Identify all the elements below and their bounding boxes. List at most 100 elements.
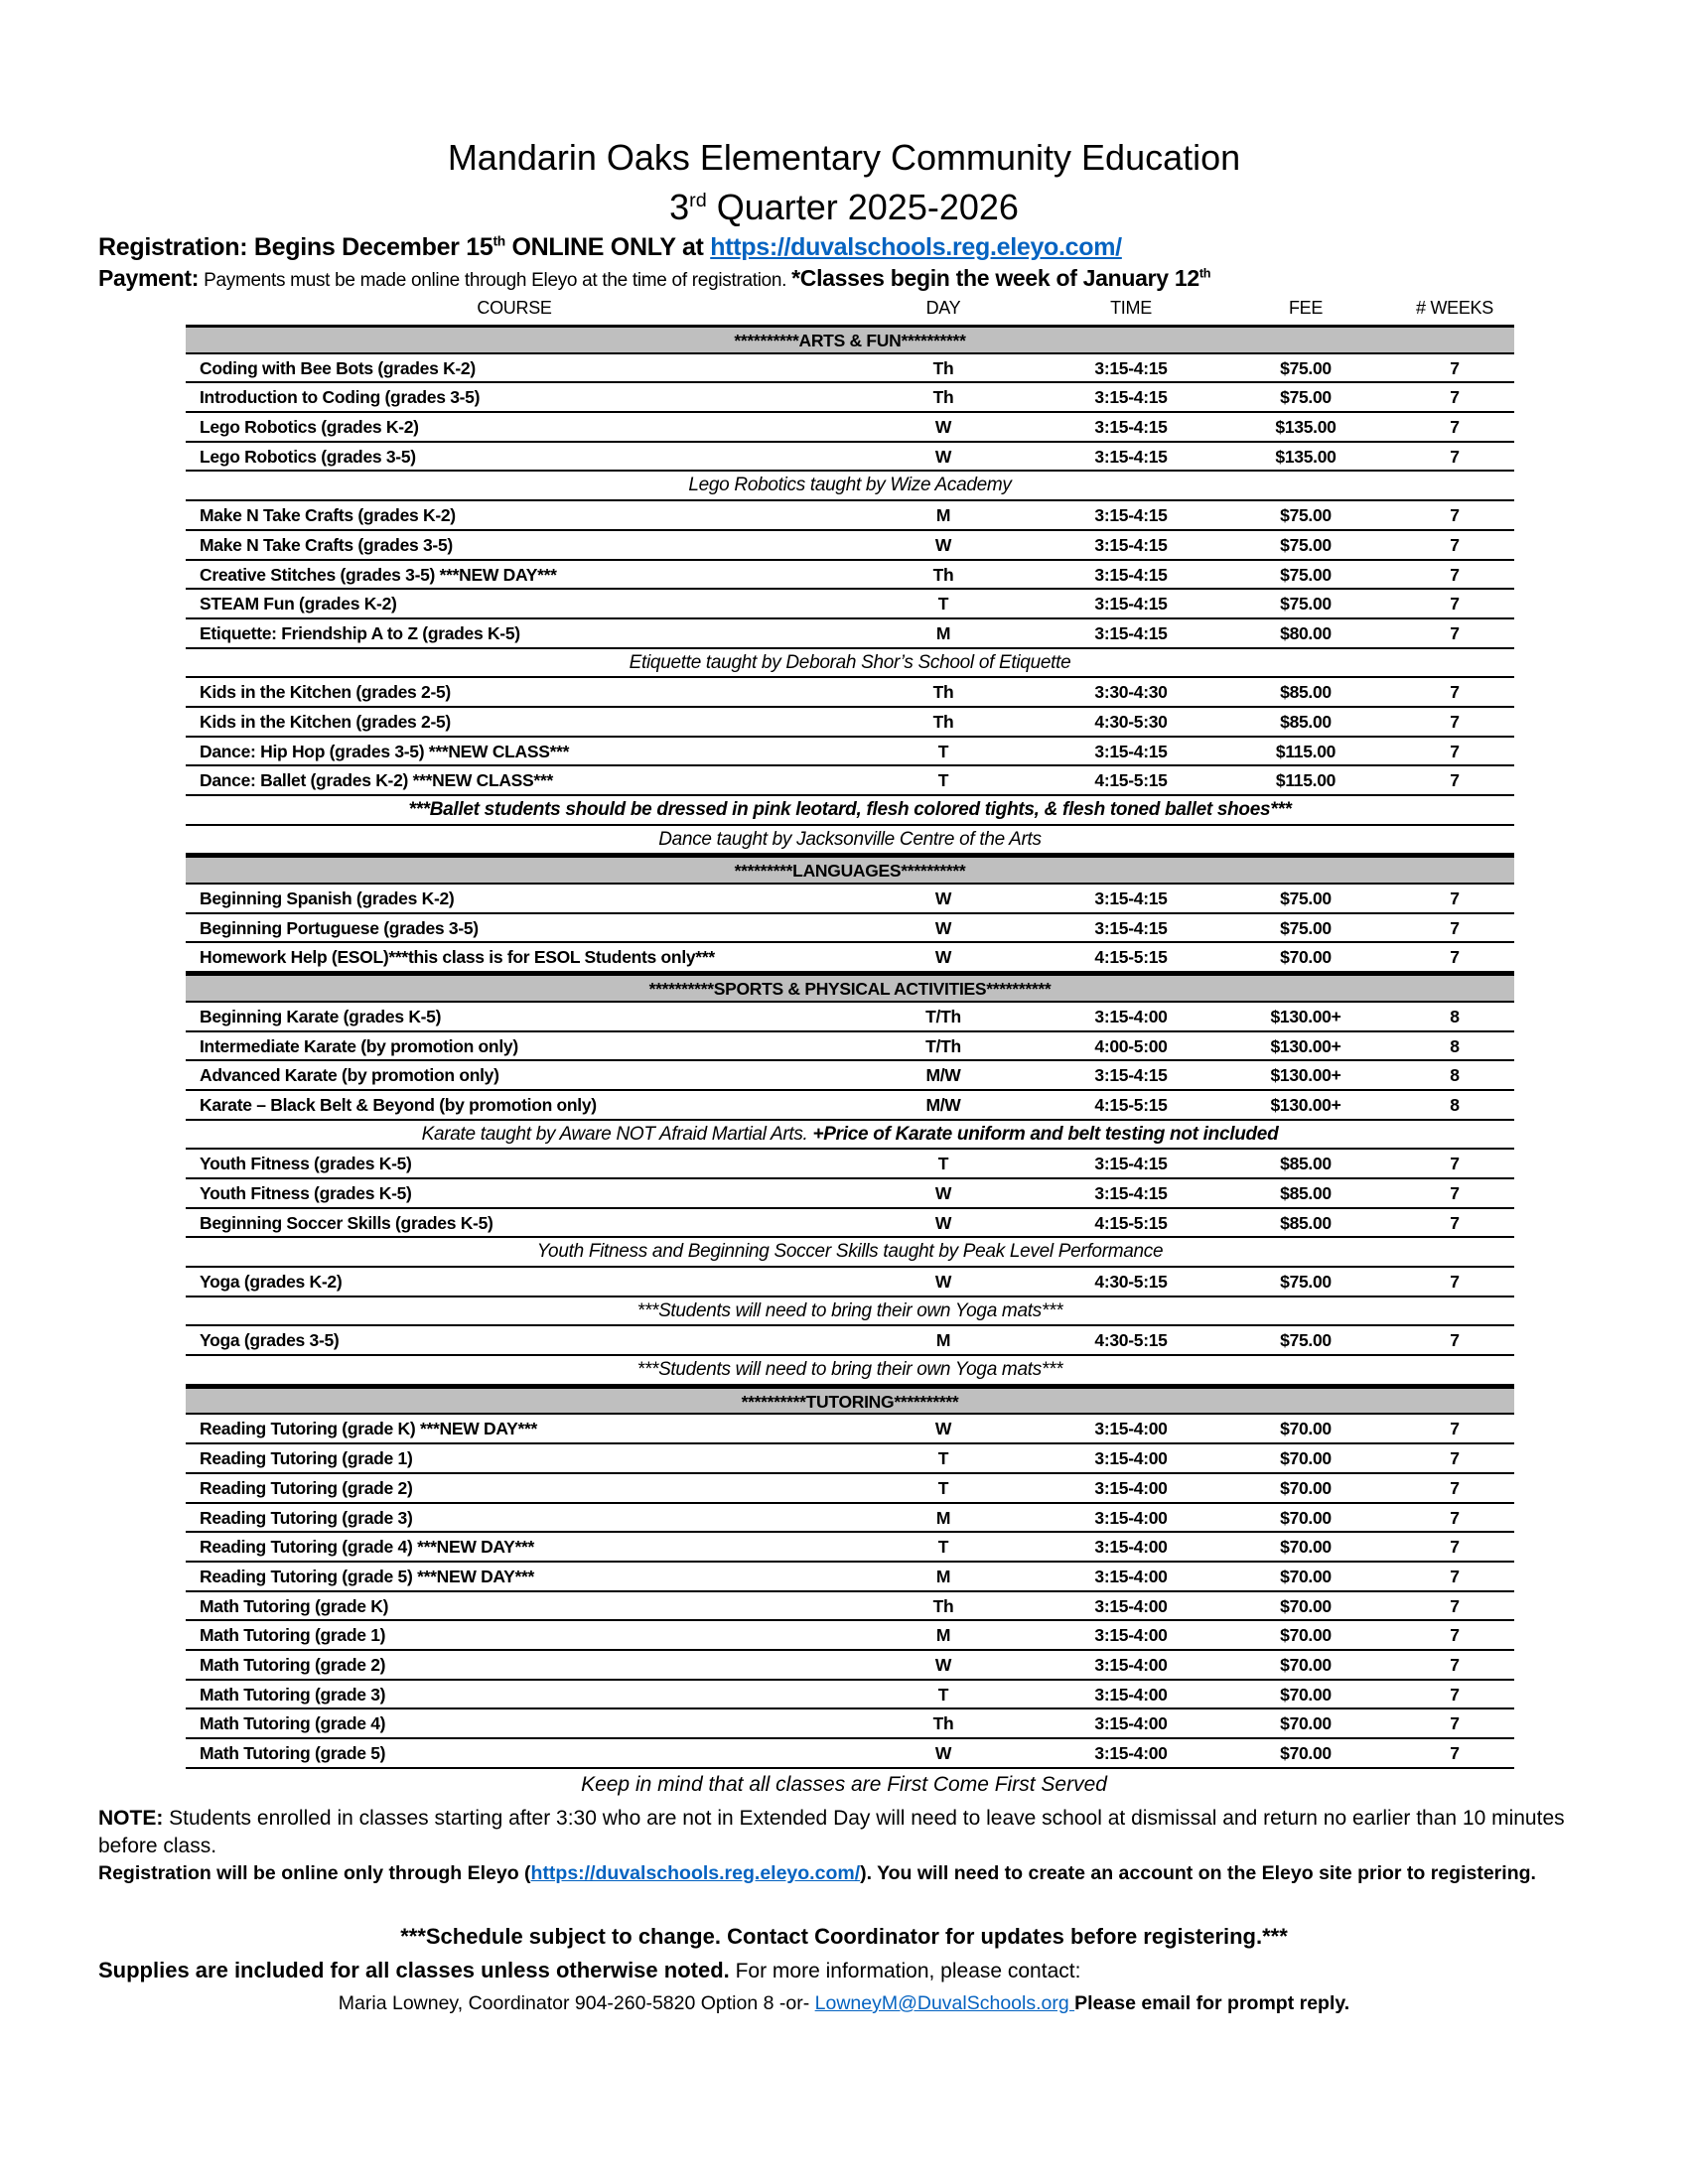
course-day: W [934, 446, 952, 467]
course-weeks: 8 [1450, 1094, 1460, 1115]
course-weeks: 7 [1450, 417, 1460, 438]
table-row: Math Tutoring (grade 1) M 3:15-4:00 $70.00 7 [186, 1621, 1514, 1651]
table-row: Advanced Karate (by promotion only) M/W 3:… [186, 1061, 1514, 1091]
column-header-day: DAY [925, 298, 961, 318]
course-day: W [934, 1654, 952, 1675]
table-row: Math Tutoring (grade 3) T 3:15-4:00 $70.00 7 [186, 1681, 1514, 1710]
course-time: 4:30-5:15 [1094, 1272, 1168, 1292]
course-weeks: 8 [1450, 1006, 1460, 1026]
registration-sup: th [492, 233, 505, 249]
course-time: 4:00-5:00 [1094, 1035, 1168, 1056]
course-day: W [934, 417, 952, 438]
course-fee: $70.00 [1280, 1419, 1332, 1439]
table-row: Introduction to Coding (grades 3-5) Th 3:1… [186, 383, 1514, 414]
course-name: Youth Fitness (grades K-5) [200, 1154, 412, 1174]
course-fee: $70.00 [1280, 1448, 1332, 1469]
course-fee: $115.00 [1275, 741, 1336, 761]
course-fee: $85.00 [1280, 711, 1332, 732]
course-day: Th [932, 1595, 954, 1616]
quarter-title: 3rd Quarter 2025-2026 [0, 187, 1688, 228]
contact-email-link[interactable]: LowneyM@DuvalSchools.org [814, 1992, 1075, 2014]
course-time: 3:15-4:00 [1094, 1743, 1168, 1763]
supplies-bold: Supplies are included for all classes un… [98, 1958, 730, 1982]
column-header-weeks: # WEEKS [1416, 298, 1493, 318]
course-name: Reading Tutoring (grade K) ***NEW DAY*** [200, 1419, 537, 1439]
table-row: Dance: Hip Hop (grades 3-5) ***NEW CLASS… [186, 738, 1514, 767]
table-row: Yoga (grades 3-5) M 4:30-5:15 $75.00 7 [186, 1326, 1514, 1357]
note-text: Students enrolled in classes starting af… [98, 1807, 1565, 1857]
course-fee: $115.00 [1275, 770, 1336, 791]
course-day: Th [932, 564, 954, 585]
course-day: T [937, 1154, 949, 1174]
table-row: Math Tutoring (grade 4) Th 3:15-4:00 $70.00… [186, 1709, 1514, 1739]
course-time: 3:15-4:00 [1094, 1477, 1168, 1498]
table-row: Etiquette: Friendship A to Z (grades K-5… [186, 619, 1514, 649]
registration-line: Registration: Begins December 15th ONLIN… [98, 233, 1122, 262]
quarter-number: 3 [669, 187, 690, 227]
course-weeks: 7 [1450, 888, 1460, 909]
table-row: Beginning Soccer Skills (grades K-5) W 4:1… [186, 1209, 1514, 1239]
course-weeks: 7 [1450, 1272, 1460, 1292]
course-name: Beginning Soccer Skills (grades K-5) [200, 1212, 493, 1233]
course-name: Dance: Hip Hop (grades 3-5) ***NEW CLASS… [200, 741, 570, 761]
course-day: M/W [925, 1094, 961, 1115]
row-text: ***Ballet students should be dressed in … [408, 799, 1292, 820]
course-weeks: 7 [1450, 387, 1460, 408]
course-time: 3:15-4:00 [1094, 1006, 1168, 1026]
course-time: 3:15-4:15 [1094, 417, 1168, 438]
course-day: T [937, 1477, 949, 1498]
course-name: Math Tutoring (grade 3) [200, 1684, 386, 1705]
table-row: Lego Robotics (grades 3-5) W 3:15-4:15 $135… [186, 443, 1514, 473]
course-fee: $75.00 [1280, 594, 1332, 614]
course-day: W [934, 1182, 952, 1203]
course-fee: $85.00 [1280, 1154, 1332, 1174]
classes-begin-sup: th [1198, 266, 1211, 281]
course-name: Beginning Spanish (grades K-2) [200, 888, 455, 909]
registration-link[interactable]: https://duvalschools.reg.eleyo.com/ [710, 233, 1122, 261]
course-fee: $130.00+ [1270, 1065, 1341, 1086]
course-day: M [935, 1625, 951, 1646]
column-header-course: COURSE [477, 298, 552, 318]
course-fee: $85.00 [1280, 682, 1332, 703]
course-name: Beginning Portuguese (grades 3-5) [200, 917, 479, 938]
course-name: Math Tutoring (grade 2) [200, 1654, 386, 1675]
course-fee: $130.00+ [1270, 1094, 1341, 1115]
course-weeks: 7 [1450, 1507, 1460, 1528]
course-name: Math Tutoring (grade K) [200, 1595, 389, 1616]
course-day: Th [932, 387, 954, 408]
course-weeks: 7 [1450, 357, 1460, 378]
course-name: Beginning Karate (grades K-5) [200, 1006, 442, 1026]
table-row: Reading Tutoring (grade 4) ***NEW DAY***… [186, 1533, 1514, 1563]
column-header-fee: FEE [1288, 298, 1324, 318]
course-time: 3:15-4:15 [1094, 505, 1168, 526]
course-time: 4:15-5:15 [1094, 1212, 1168, 1233]
row-text: ***Students will need to bring their own… [636, 1359, 1063, 1381]
contact-text: Maria Lowney, Coordinator 904-260-5820 O… [338, 1992, 815, 2014]
payment-line: Payment: Payments must be made online th… [98, 265, 1211, 292]
course-fee: $75.00 [1280, 357, 1332, 378]
course-day: Th [932, 1713, 954, 1734]
row-text: Lego Robotics taught by Wize Academy [688, 475, 1012, 496]
course-weeks: 7 [1450, 505, 1460, 526]
course-time: 3:15-4:00 [1094, 1654, 1168, 1675]
course-fee: $85.00 [1280, 1212, 1332, 1233]
course-weeks: 7 [1450, 594, 1460, 614]
row-text: ***Students will need to bring their own… [636, 1299, 1063, 1321]
course-time: 3:15-4:15 [1094, 622, 1168, 643]
quarter-suffix: rd [689, 190, 707, 211]
course-time: 4:15-5:15 [1094, 1094, 1168, 1115]
table-note: ***Students will need to bring their own… [186, 1297, 1514, 1327]
course-name: Coding with Bee Bots (grades K-2) [200, 357, 476, 378]
course-weeks: 7 [1450, 622, 1460, 643]
course-day: Th [932, 682, 954, 703]
table-row: Make N Take Crafts (grades 3-5) W 3:15-4:1… [186, 531, 1514, 561]
course-name: Reading Tutoring (grade 2) [200, 1477, 413, 1498]
reg-footer-link[interactable]: https://duvalschools.reg.eleyo.com/ [530, 1862, 861, 1884]
course-name: Youth Fitness (grades K-5) [200, 1182, 412, 1203]
course-fee: $70.00 [1280, 1507, 1332, 1528]
course-fee: $75.00 [1280, 1272, 1332, 1292]
course-day: W [934, 1212, 952, 1233]
course-time: 3:15-4:15 [1094, 534, 1168, 555]
course-weeks: 7 [1450, 947, 1460, 968]
document-title: Mandarin Oaks Elementary Community Educa… [447, 137, 1241, 178]
